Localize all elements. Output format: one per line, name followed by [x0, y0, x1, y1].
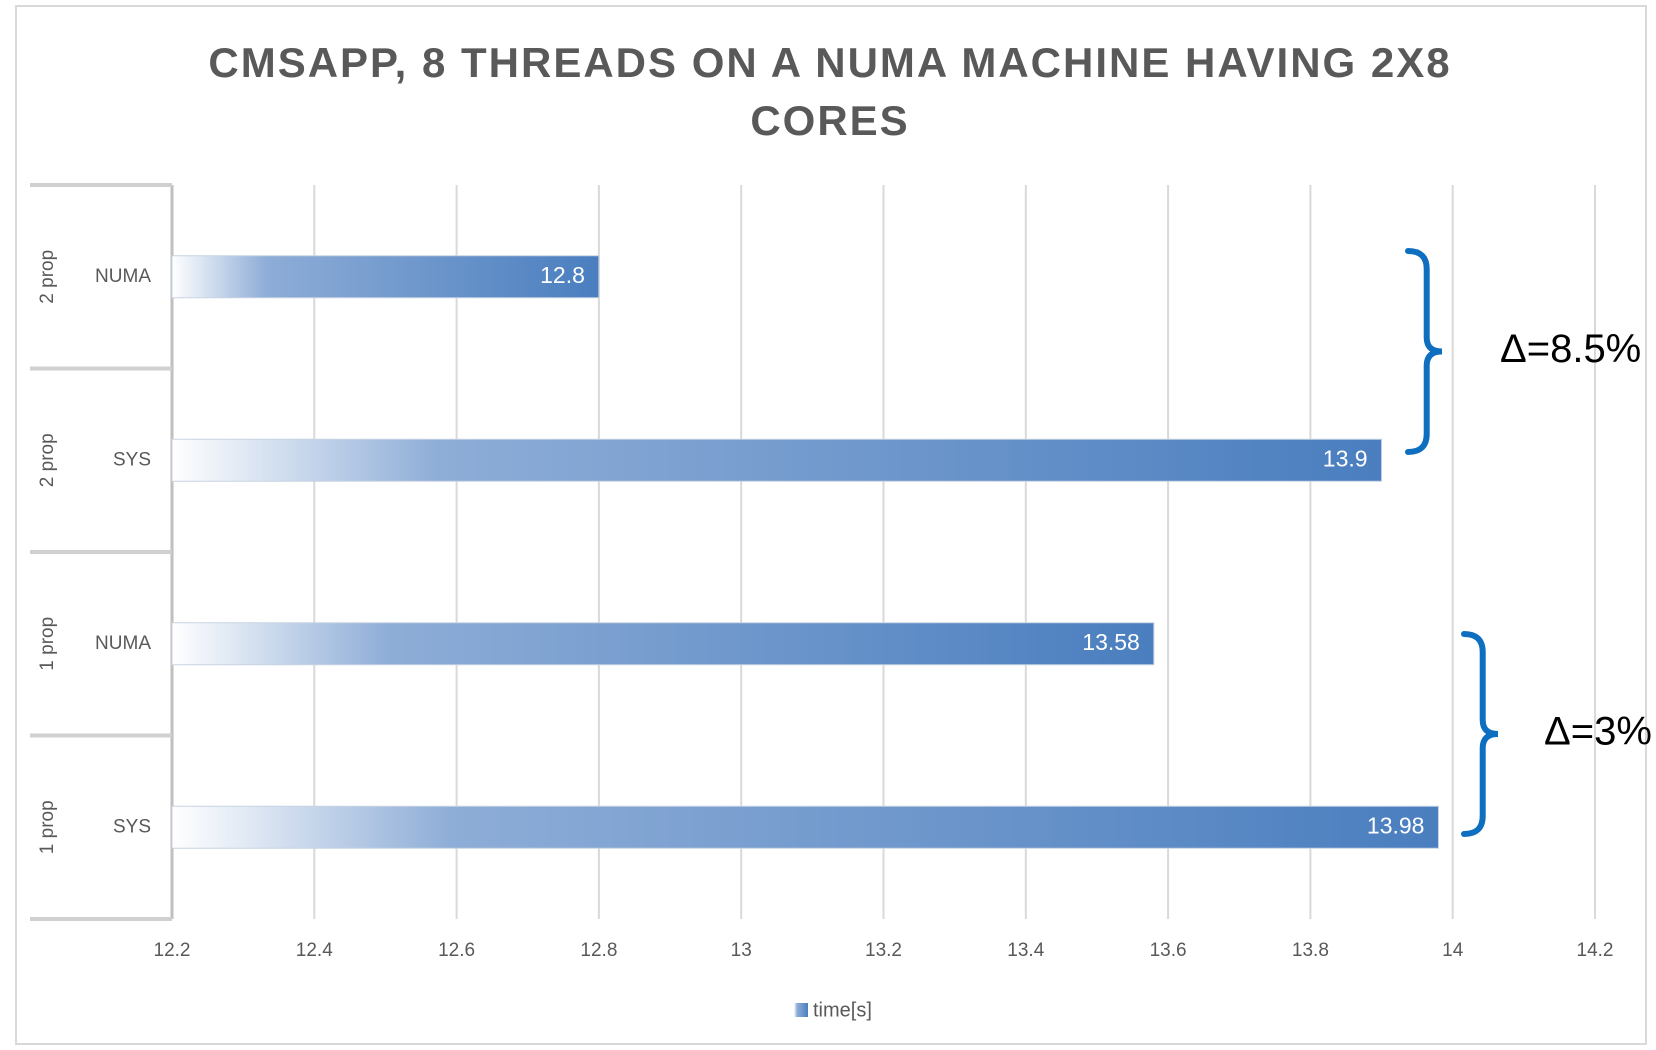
- group-label: 2 prop: [37, 433, 58, 487]
- legend-label: time[s]: [813, 999, 872, 1021]
- x-tick-label: 13.2: [865, 940, 902, 961]
- x-tick-label: 14.2: [1577, 940, 1614, 961]
- x-tick-label: 13.8: [1292, 940, 1329, 961]
- annotation: Δ=8.5%: [1500, 327, 1641, 371]
- x-tick-label: 13: [731, 940, 752, 961]
- x-tick-label: 13.6: [1150, 940, 1187, 961]
- group-label: 1 prop: [37, 800, 58, 854]
- data-label: 13.58: [1082, 629, 1140, 655]
- legend-swatch: [794, 1003, 808, 1017]
- brace: [1461, 631, 1499, 837]
- y-tick-label: NUMA: [95, 266, 151, 287]
- x-tick-label: 14: [1442, 940, 1464, 961]
- bar: [171, 622, 1155, 666]
- bar: [171, 255, 600, 299]
- group-label: 2 prop: [37, 250, 58, 304]
- x-tick-label: 12.2: [154, 940, 191, 961]
- data-label: 12.8: [540, 262, 585, 288]
- chart-frame: [15, 5, 1647, 1045]
- annotation: Δ=3%: [1544, 710, 1652, 754]
- y-tick-label: NUMA: [95, 633, 151, 654]
- y-tick-label: SYS: [113, 449, 151, 470]
- y-tick-label: SYS: [113, 816, 151, 837]
- bar: [171, 438, 1383, 482]
- x-tick-label: 12.6: [438, 940, 475, 961]
- data-label: 13.98: [1367, 812, 1425, 838]
- brace: [1405, 248, 1443, 455]
- group-label: 1 prop: [37, 617, 58, 671]
- x-tick-label: 13.4: [1007, 940, 1044, 961]
- data-label: 13.9: [1323, 445, 1368, 471]
- chart-title: CMSAPP, 8 THREADS ON A NUMA MACHINE HAVI…: [208, 39, 1452, 144]
- x-tick-label: 12.8: [580, 940, 617, 961]
- x-tick-label: 12.4: [296, 940, 333, 961]
- bar: [171, 805, 1439, 849]
